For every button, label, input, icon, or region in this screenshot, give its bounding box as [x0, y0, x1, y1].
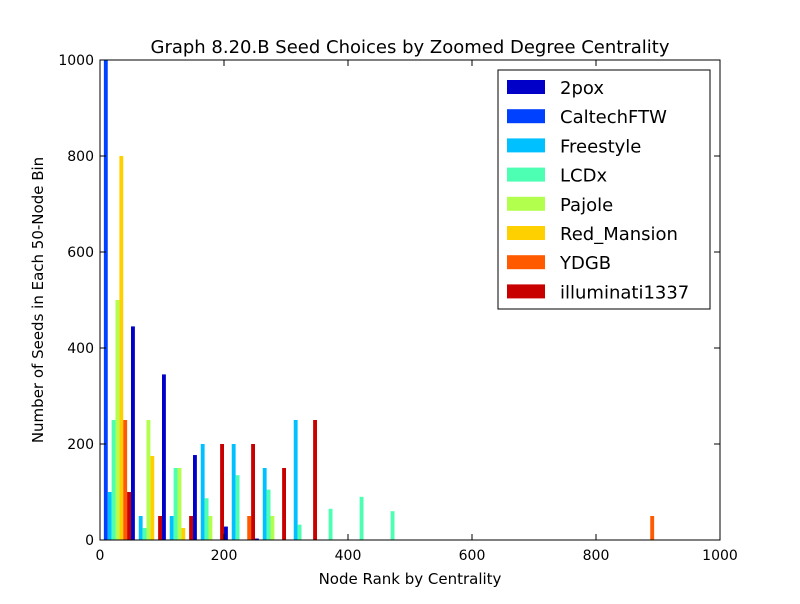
x-tick-label: 400	[335, 548, 362, 564]
legend-label-Freestyle: Freestyle	[560, 136, 641, 157]
x-tick-label: 0	[96, 548, 105, 564]
legend-label-CaltechFTW: CaltechFTW	[560, 107, 667, 128]
bar-YDGB-200	[247, 516, 252, 540]
bar-illuminati1337-100	[189, 516, 193, 540]
chart-title: Graph 8.20.B Seed Choices by Zoomed Degr…	[151, 37, 670, 58]
y-tick-label: 400	[67, 341, 94, 357]
bar-Freestyle-50	[138, 516, 143, 540]
y-tick-label: 600	[67, 245, 94, 261]
bar-Pajole-250	[270, 516, 275, 540]
legend-label-Pajole: Pajole	[560, 195, 613, 216]
bar-LCDx-150	[204, 498, 209, 540]
bar-Freestyle-100	[169, 516, 174, 540]
legend-swatch-Freestyle	[507, 138, 545, 153]
bar-2pox-150	[193, 455, 197, 540]
y-axis-label: Number of Seeds in Each 50-Node Bin	[29, 157, 47, 443]
bar-Pajole-150	[208, 516, 213, 540]
bar-illuminati1337-300	[313, 420, 317, 540]
bar-Pajole-100	[177, 468, 182, 540]
x-tick-label: 200	[211, 548, 238, 564]
y-tick-label: 0	[85, 533, 94, 549]
legend-label-Red_Mansion: Red_Mansion	[560, 224, 678, 245]
legend-label-LCDx: LCDx	[560, 166, 607, 187]
bars-layer	[103, 60, 655, 540]
bar-Freestyle-300	[293, 420, 298, 540]
legend-label-2pox: 2pox	[560, 78, 604, 99]
bar-illuminati1337-250	[282, 468, 286, 540]
x-tick-label: 800	[583, 548, 610, 564]
y-tick-label: 1000	[58, 53, 94, 69]
bar-LCDx-250	[266, 489, 271, 540]
legend: 2pox CaltechFTW Freestyle LCDx Pajole Red_Man…	[497, 69, 711, 310]
legend-label-illuminati1337: illuminati1337	[560, 282, 689, 303]
bar-Red_Mansion-100	[181, 528, 186, 540]
bar-LCDx-50	[142, 528, 147, 540]
bar-Pajole-0	[115, 300, 120, 540]
y-tick-label: 200	[67, 437, 94, 453]
y-tick-label: 800	[67, 149, 94, 165]
bar-Pajole-50	[146, 420, 151, 540]
bar-illuminati1337-0	[127, 492, 131, 540]
bar-Red_Mansion-0	[119, 156, 124, 540]
bar-LCDx-350	[328, 508, 333, 540]
bar-2pox-250	[255, 538, 259, 540]
legend-swatch-YDGB	[507, 255, 545, 270]
x-tick-label: 600	[459, 548, 486, 564]
legend-swatch-CaltechFTW	[507, 109, 545, 124]
legend-label-YDGB: YDGB	[559, 253, 611, 274]
legend-swatch-Red_Mansion	[507, 226, 545, 240]
bar-Freestyle-150	[200, 444, 205, 540]
bar-LCDx-0	[111, 420, 116, 540]
bar-LCDx-300	[297, 524, 302, 540]
bar-YDGB-0	[123, 420, 128, 540]
bar-Freestyle-250	[262, 468, 267, 540]
legend-swatch-Pajole	[507, 196, 545, 211]
legend-swatch-illuminati1337	[507, 284, 545, 299]
bar-YDGB-850	[650, 516, 655, 540]
bar-LCDx-450	[390, 511, 395, 540]
bar-LCDx-100	[173, 468, 178, 540]
bar-illuminati1337-50	[158, 516, 162, 540]
bar-CaltechFTW-0	[103, 60, 108, 540]
bar-2pox-100	[162, 374, 166, 540]
bar-LCDx-400	[359, 496, 364, 540]
bar-LCDx-200	[235, 475, 240, 540]
bar-Red_Mansion-50	[150, 456, 155, 540]
plot-frame	[99, 59, 721, 541]
bar-2pox-200	[224, 526, 228, 540]
bar-2pox-50	[131, 326, 135, 540]
x-axis-label: Node Rank by Centrality	[319, 570, 502, 588]
bar-illuminati1337-150	[220, 444, 224, 540]
bar-Freestyle-200	[231, 444, 236, 540]
x-tick-label: 1000	[702, 548, 738, 564]
bar-Freestyle-0	[107, 492, 112, 540]
legend-swatch-LCDx	[507, 167, 545, 182]
axes-layer: 0 200 400 600 800 1000 0 200 400 600 800 1000	[58, 53, 737, 564]
bar-illuminati1337-200	[251, 444, 255, 540]
legend-swatch-2pox	[507, 80, 545, 94]
